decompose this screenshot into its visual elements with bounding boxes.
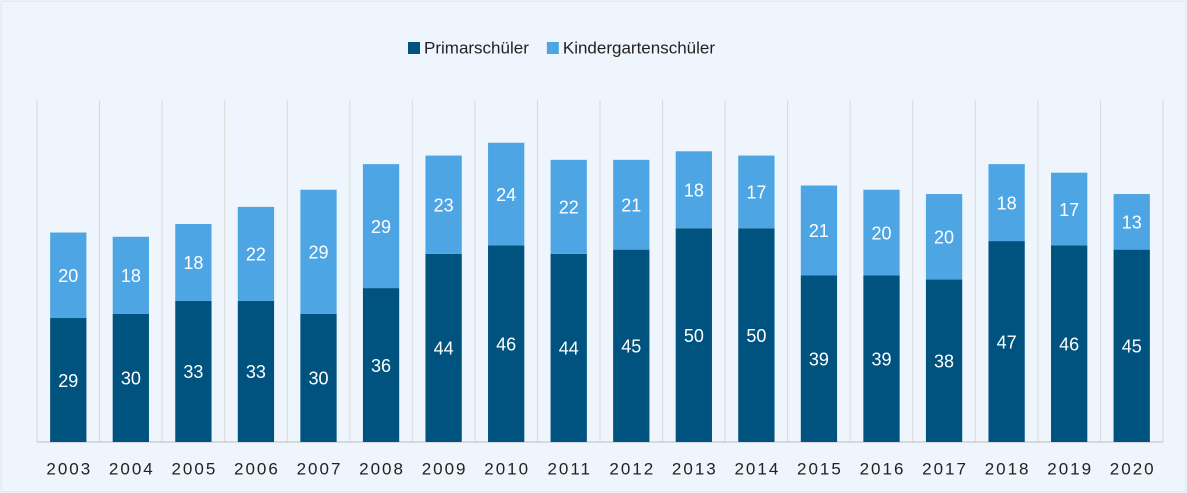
x-tick-label: 2019 xyxy=(1047,459,1093,478)
bar-segment xyxy=(1113,249,1150,442)
bar-segment xyxy=(237,206,275,301)
legend-label: Primarschüler xyxy=(424,38,529,57)
x-tick-label: 2004 xyxy=(109,459,155,478)
data-label: 18 xyxy=(183,253,203,273)
bar-segment xyxy=(1051,245,1088,442)
x-tick-label: 2015 xyxy=(797,459,843,478)
data-label: 50 xyxy=(684,326,704,346)
bar-segment xyxy=(112,236,149,314)
data-label: 20 xyxy=(58,266,78,286)
data-label: 20 xyxy=(934,228,954,248)
data-label: 29 xyxy=(58,371,78,391)
bar-segment xyxy=(425,155,462,254)
bar-segment xyxy=(550,253,587,442)
data-label: 47 xyxy=(997,332,1017,352)
x-tick-label: 2006 xyxy=(234,459,280,478)
data-label: 45 xyxy=(621,337,641,357)
x-tick-label: 2020 xyxy=(1110,459,1156,478)
bar-segment xyxy=(800,275,838,442)
bar-segment xyxy=(988,241,1025,442)
data-label: 21 xyxy=(809,221,829,241)
data-label: 13 xyxy=(1122,213,1142,233)
bar-segment xyxy=(300,313,337,442)
data-label: 36 xyxy=(371,356,391,376)
x-tick-label: 2005 xyxy=(171,459,217,478)
data-label: 45 xyxy=(1122,337,1142,357)
bar-segment xyxy=(925,279,963,442)
bar-segment xyxy=(863,189,900,276)
bar-segment xyxy=(50,318,87,442)
bar-segment xyxy=(362,288,400,442)
bar-segment xyxy=(738,155,775,229)
bar-segment xyxy=(550,159,587,254)
data-label: 50 xyxy=(746,326,766,346)
bar-segment xyxy=(300,189,337,314)
x-tick-label: 2014 xyxy=(734,459,780,478)
data-label: 46 xyxy=(1059,334,1079,354)
bar-segment xyxy=(613,159,650,250)
data-label: 22 xyxy=(246,245,266,265)
data-label: 39 xyxy=(809,349,829,369)
bar-segment xyxy=(425,253,462,442)
bar-segment xyxy=(925,194,963,280)
data-label: 30 xyxy=(308,369,328,389)
bar-segment xyxy=(488,142,525,246)
x-tick-label: 2013 xyxy=(672,459,718,478)
data-label: 18 xyxy=(997,193,1017,213)
x-tick-label: 2009 xyxy=(422,459,468,478)
data-label: 30 xyxy=(121,369,141,389)
data-label: 44 xyxy=(434,339,454,359)
bar-segment xyxy=(1113,194,1150,250)
bar-segment xyxy=(50,232,87,319)
bar-segment xyxy=(237,300,275,442)
legend-label: Kindergartenschüler xyxy=(563,38,715,57)
data-label: 18 xyxy=(121,266,141,286)
data-label: 39 xyxy=(871,349,891,369)
x-tick-label: 2012 xyxy=(609,459,655,478)
data-label: 33 xyxy=(246,362,266,382)
bar-segment xyxy=(800,185,838,276)
bar-segment xyxy=(863,275,900,442)
bar-segment xyxy=(1051,172,1088,246)
bar-segment xyxy=(988,164,1025,242)
x-tick-label: 2010 xyxy=(484,459,530,478)
data-label: 29 xyxy=(371,217,391,237)
bar-segment xyxy=(675,151,712,229)
x-tick-label: 2007 xyxy=(297,459,343,478)
bar-segment xyxy=(738,228,775,442)
x-tick-label: 2018 xyxy=(985,459,1031,478)
bar-segment xyxy=(613,249,650,442)
x-tick-label: 2003 xyxy=(46,459,92,478)
bar-segment xyxy=(175,223,212,301)
bar-segment xyxy=(362,164,400,289)
data-label: 17 xyxy=(746,183,766,203)
data-label: 23 xyxy=(434,195,454,215)
data-label: 33 xyxy=(183,362,203,382)
data-label: 17 xyxy=(1059,200,1079,220)
x-tick-label: 2016 xyxy=(860,459,906,478)
legend-swatch xyxy=(546,42,559,54)
data-label: 44 xyxy=(559,339,579,359)
data-label: 18 xyxy=(684,181,704,201)
data-label: 38 xyxy=(934,352,954,372)
data-label: 21 xyxy=(621,195,641,215)
bar-segment xyxy=(112,313,149,442)
legend-swatch xyxy=(408,42,420,54)
data-label: 22 xyxy=(559,198,579,218)
data-label: 29 xyxy=(308,243,328,263)
x-tick-label: 2017 xyxy=(922,459,968,478)
bar-segment xyxy=(488,245,525,442)
bar-segment xyxy=(175,300,212,442)
x-tick-label: 2011 xyxy=(547,459,592,478)
data-label: 46 xyxy=(496,334,516,354)
bar-segment xyxy=(675,228,712,442)
data-label: 24 xyxy=(496,185,516,205)
x-tick-label: 2008 xyxy=(359,459,405,478)
data-label: 20 xyxy=(871,223,891,243)
